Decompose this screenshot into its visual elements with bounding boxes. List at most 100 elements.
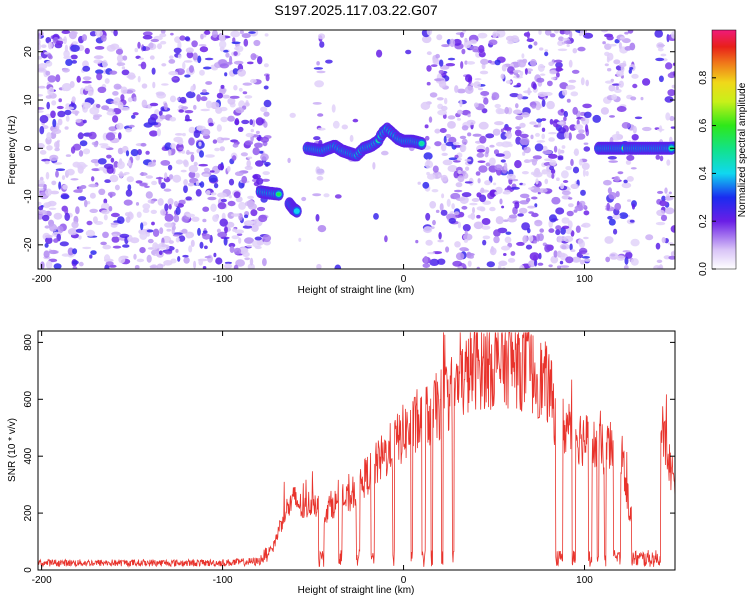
noise-blob [234,171,244,176]
noise-blob [224,226,228,234]
noise-blob [549,33,556,38]
noise-blob [519,122,526,128]
noise-blob [233,247,242,255]
noise-blob [44,225,50,229]
noise-blob [172,174,182,183]
noise-blob [605,256,611,263]
noise-blob [175,237,180,243]
noise-blob [186,51,194,59]
noise-blob [670,126,675,129]
noise-blob [223,49,229,53]
noise-blob [472,133,482,137]
noise-blob [55,170,59,178]
noise-blob [38,201,42,206]
noise-blob [75,206,80,215]
noise-blob [548,264,553,268]
noise-blob [457,266,463,269]
noise-blob [258,214,268,223]
noise-blob [187,182,195,187]
noise-blob [177,139,184,145]
noise-blob [114,184,120,191]
noise-blob [614,88,622,93]
noise-blob [485,162,491,167]
noise-blob [513,38,520,43]
noise-blob [541,99,546,107]
noise-blob [455,252,465,261]
noise-blob [352,118,359,123]
noise-blob [561,217,570,224]
noise-blob [600,107,610,115]
noise-blob [137,75,141,83]
noise-blob [631,134,639,141]
noise-blob [560,227,566,235]
noise-blob [111,236,120,243]
colorbar-tick-label: 0.2 [698,214,709,228]
noise-blob [56,105,64,110]
noise-blob [108,205,113,212]
noise-blob [489,206,496,212]
noise-blob [160,160,171,166]
noise-blob [461,48,466,55]
noise-blob [473,102,479,108]
noise-blob [137,41,141,49]
noise-blob [232,143,239,148]
noise-blob [519,70,524,77]
noise-blob [476,152,485,158]
noise-blob [58,98,62,103]
noise-blob [452,141,460,146]
noise-blob [671,31,675,39]
noise-blob [157,43,162,50]
x-tick-label: 100 [576,274,593,285]
noise-blob [141,99,148,108]
noise-blob [567,220,573,229]
noise-blob [242,225,253,229]
noise-blob [55,74,61,83]
noise-blob [541,127,546,132]
noise-blob [479,135,487,144]
noise-blob [436,34,443,41]
noise-blob [169,95,177,103]
noise-blob [235,259,246,267]
noise-blob [116,122,124,130]
noise-blob [244,257,251,261]
noise-blob [93,141,99,148]
noise-blob [78,235,82,240]
noise-blob [65,58,73,66]
noise-blob [488,39,498,46]
noise-blob [168,240,174,244]
noise-blob [561,170,569,179]
noise-blob [323,193,330,198]
noise-blob [244,95,253,99]
noise-blob [93,55,104,60]
noise-blob [246,220,255,225]
noise-blob [83,119,87,124]
noise-blob [195,189,202,197]
noise-blob [56,225,64,234]
y-tick-label: 0 [23,145,34,151]
noise-blob [182,159,189,166]
signal-ridge [255,185,284,201]
noise-blob [156,263,164,269]
noise-blob [434,141,442,147]
noise-blob [557,148,562,156]
noise-blob [178,235,186,242]
noise-blob [207,196,217,201]
noise-blob [173,47,182,54]
noise-blob [171,77,178,80]
noise-blob [476,266,481,269]
noise-blob [101,209,110,215]
noise-blob [456,118,462,121]
noise-blob [147,238,154,244]
noise-blob [287,157,291,164]
noise-blob [453,189,463,193]
noise-blob [185,91,196,99]
colorbar-ticks: 0.0 0.2 0.4 0.6 0.8 [698,70,716,276]
noise-blob [64,126,69,130]
noise-blob [462,30,467,33]
noise-blob [439,128,447,133]
noise-blob [541,169,548,175]
noise-blob [563,30,571,35]
noise-blob [212,214,219,222]
noise-blob [441,44,450,48]
noise-blob [199,69,205,76]
